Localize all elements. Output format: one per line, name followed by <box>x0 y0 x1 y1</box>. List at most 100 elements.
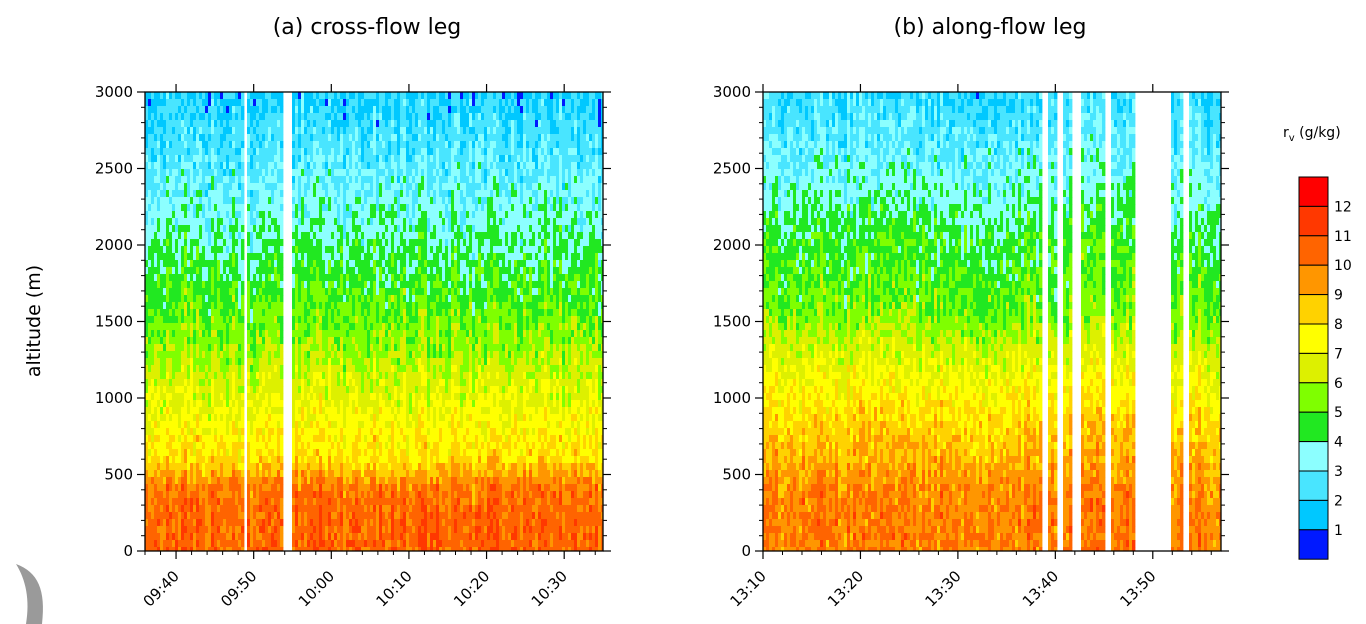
rv-cell <box>148 295 152 303</box>
rv-cell <box>250 449 254 457</box>
rv-cell <box>358 246 362 254</box>
rv-cell <box>253 505 257 513</box>
rv-cell <box>175 365 179 373</box>
rv-cell <box>235 155 239 163</box>
rv-cell <box>181 316 185 324</box>
rv-cell <box>208 400 212 408</box>
rv-cell <box>307 211 311 219</box>
rv-cell <box>208 134 212 142</box>
rv-cell <box>241 533 245 541</box>
rv-cell <box>331 491 335 499</box>
rv-cell <box>151 302 155 310</box>
rv-cell <box>319 99 323 107</box>
rv-cell <box>376 477 380 485</box>
rv-cell <box>181 309 185 317</box>
rv-cell <box>235 148 239 156</box>
rv-cell <box>157 477 161 485</box>
rv-cell <box>367 505 371 513</box>
rv-cell <box>196 407 200 415</box>
rv-cell <box>367 120 371 128</box>
rv-cell <box>361 295 365 303</box>
rv-cell <box>340 330 344 338</box>
rv-cell <box>256 218 260 226</box>
rv-cell <box>334 505 338 513</box>
rv-cell <box>187 281 191 289</box>
rv-cell <box>199 274 203 282</box>
rv-cell <box>346 183 350 191</box>
rv-cell <box>379 547 383 551</box>
rv-cell <box>226 274 230 282</box>
rv-cell <box>205 120 209 128</box>
rv-cell <box>202 176 206 184</box>
rv-cell <box>208 183 212 191</box>
rv-cell <box>163 113 167 121</box>
rv-cell <box>178 379 182 387</box>
rv-cell <box>175 106 179 114</box>
rv-cell <box>211 323 215 331</box>
rv-cell <box>250 218 254 226</box>
rv-cell <box>328 295 332 303</box>
rv-cell <box>163 337 167 345</box>
rv-cell <box>199 358 203 366</box>
rv-cell <box>268 351 272 359</box>
rv-cell <box>235 309 239 317</box>
rv-cell <box>355 246 359 254</box>
rv-cell <box>367 99 371 107</box>
rv-cell <box>295 113 299 121</box>
rv-cell <box>310 239 314 247</box>
rv-cell <box>307 155 311 163</box>
rv-cell <box>157 232 161 240</box>
rv-cell <box>205 477 209 485</box>
rv-cell <box>256 92 260 100</box>
rv-cell <box>187 470 191 478</box>
rv-cell <box>190 470 194 478</box>
rv-cell <box>274 379 278 387</box>
rv-cell <box>304 393 308 401</box>
rv-cell <box>175 197 179 205</box>
rv-cell <box>376 393 380 401</box>
rv-cell <box>274 190 278 198</box>
rv-cell <box>331 393 335 401</box>
rv-cell <box>310 316 314 324</box>
rv-cell <box>301 477 305 485</box>
rv-cell <box>376 323 380 331</box>
rv-cell <box>193 169 197 177</box>
rv-cell <box>355 309 359 317</box>
rv-cell <box>274 246 278 254</box>
rv-cell <box>163 190 167 198</box>
rv-cell <box>253 358 257 366</box>
rv-cell <box>217 253 221 261</box>
rv-cell <box>358 162 362 170</box>
rv-cell <box>184 505 188 513</box>
rv-cell <box>250 491 254 499</box>
rv-cell <box>355 162 359 170</box>
rv-cell <box>238 442 242 450</box>
rv-cell <box>166 99 170 107</box>
rv-cell <box>235 533 239 541</box>
rv-cell <box>220 400 224 408</box>
panel-a: (a) cross-flow leg 050010001500200025003… <box>23 15 611 610</box>
rv-cell <box>235 449 239 457</box>
rv-cell <box>352 309 356 317</box>
rv-cell <box>355 400 359 408</box>
rv-cell <box>232 106 236 114</box>
rv-cell <box>280 288 284 296</box>
rv-cell <box>169 295 173 303</box>
rv-cell <box>148 183 152 191</box>
rv-cell <box>229 358 233 366</box>
rv-cell <box>277 239 281 247</box>
rv-cell <box>346 512 350 520</box>
rv-cell <box>247 302 251 310</box>
rv-cell <box>238 330 242 338</box>
rv-cell <box>349 288 353 296</box>
rv-cell <box>157 393 161 401</box>
rv-cell <box>298 407 302 415</box>
rv-cell <box>226 477 230 485</box>
rv-cell <box>355 470 359 478</box>
rv-cell <box>235 127 239 135</box>
rv-cell <box>172 386 176 394</box>
rv-cell <box>316 183 320 191</box>
rv-cell <box>313 519 317 527</box>
rv-cell <box>220 393 224 401</box>
rv-cell <box>322 218 326 226</box>
